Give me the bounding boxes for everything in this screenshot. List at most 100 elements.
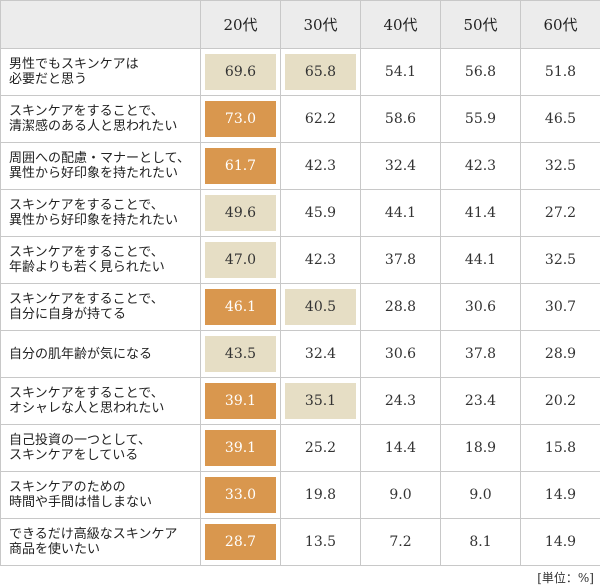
value: 32.4 (304, 346, 337, 362)
value-cell: 42.3 (280, 236, 361, 284)
value: 24.3 (384, 393, 417, 409)
row-label: スキンケアをすることで、 異性から好印象を持たれたい (9, 198, 179, 228)
value-cell: 42.3 (440, 142, 521, 190)
table-row: スキンケアをすることで、 異性から好印象を持たれたい 49.6 45.9 44.1 41… (0, 189, 600, 237)
value: 9.0 (469, 487, 492, 503)
row-label: スキンケアをすることで、 自分に自身が持てる (9, 292, 164, 322)
value-cell: 61.7 (200, 142, 281, 190)
value: 42.3 (304, 158, 337, 174)
row-label-cell: スキンケアをすることで、 清潔感のある人と思われたい (0, 95, 201, 143)
row-label-cell: できるだけ高級なスキンケア 商品を使いたい (0, 518, 201, 566)
row-label: 周囲への配慮・マナーとして、 異性から好印象を持たれたい (9, 151, 190, 181)
column-header: 50代 (440, 0, 521, 49)
value-cell: 23.4 (440, 377, 521, 425)
value: 28.9 (544, 346, 577, 362)
value-cell: 69.6 (200, 48, 281, 96)
highlighted-value: 47.0 (205, 242, 276, 278)
value-cell: 14.9 (520, 518, 600, 566)
value: 32.4 (384, 158, 417, 174)
value: 51.8 (544, 64, 577, 80)
table-row: 周囲への配慮・マナーとして、 異性から好印象を持たれたい 61.7 42.3 32.4… (0, 142, 600, 190)
value-cell: 9.0 (360, 471, 441, 519)
value-cell: 65.8 (280, 48, 361, 96)
value-cell: 44.1 (360, 189, 441, 237)
value-cell: 37.8 (360, 236, 441, 284)
table-row: スキンケアをすることで、 清潔感のある人と思われたい 73.0 62.2 58.6 55… (0, 95, 600, 143)
value-cell: 32.5 (520, 142, 600, 190)
highlighted-value: 39.1 (205, 383, 276, 419)
value-cell: 42.3 (280, 142, 361, 190)
table-row: 自己投資の一つとして、 スキンケアをしている 39.1 25.2 14.4 18.9 15… (0, 424, 600, 472)
highlighted-value: 69.6 (205, 54, 276, 90)
table-row: 自分の肌年齢が気になる 43.5 32.4 30.6 37.8 28.9 (0, 330, 600, 378)
value-cell: 39.1 (200, 377, 281, 425)
value-cell: 54.1 (360, 48, 441, 96)
value: 44.1 (464, 252, 497, 268)
highlighted-value: 40.5 (285, 289, 356, 325)
row-label-cell: スキンケアをすることで、 オシャレな人と思われたい (0, 377, 201, 425)
value-cell: 55.9 (440, 95, 521, 143)
value: 32.5 (544, 252, 577, 268)
value-cell: 37.8 (440, 330, 521, 378)
value: 28.8 (384, 299, 417, 315)
value-cell: 27.2 (520, 189, 600, 237)
value-cell: 14.4 (360, 424, 441, 472)
value-cell: 73.0 (200, 95, 281, 143)
value-cell: 25.2 (280, 424, 361, 472)
value: 37.8 (464, 346, 497, 362)
value: 7.2 (389, 534, 412, 550)
value-cell: 32.4 (280, 330, 361, 378)
value: 30.7 (544, 299, 577, 315)
value: 14.9 (544, 487, 577, 503)
highlighted-value: 43.5 (205, 336, 276, 372)
value-cell: 62.2 (280, 95, 361, 143)
row-label: 自己投資の一つとして、 スキンケアをしている (9, 433, 151, 463)
highlighted-value: 61.7 (205, 148, 276, 184)
value: 54.1 (384, 64, 417, 80)
value-cell: 47.0 (200, 236, 281, 284)
row-label: スキンケアをすることで、 清潔感のある人と思われたい (9, 104, 178, 134)
value: 46.5 (544, 111, 577, 127)
row-label-cell: スキンケアをすることで、 自分に自身が持てる (0, 283, 201, 331)
row-label-cell: 自己投資の一つとして、 スキンケアをしている (0, 424, 201, 472)
value: 19.8 (304, 487, 337, 503)
value: 27.2 (544, 205, 577, 221)
value-cell: 40.5 (280, 283, 361, 331)
value-cell: 8.1 (440, 518, 521, 566)
corner-cell (0, 0, 201, 49)
survey-table: 20代 30代 40代 50代 60代 男性でもスキンケアは 必要だと思う 69.… (0, 0, 600, 566)
value: 20.2 (544, 393, 577, 409)
row-label: スキンケアのための 時間や手間は惜しまない (9, 480, 153, 510)
table-row: スキンケアをすることで、 年齢よりも若く見られたい 47.0 42.3 37.8 44.… (0, 236, 600, 284)
highlighted-value: 35.1 (285, 383, 356, 419)
value: 30.6 (384, 346, 417, 362)
value: 23.4 (464, 393, 497, 409)
value: 15.8 (544, 440, 577, 456)
value: 55.9 (464, 111, 497, 127)
value-cell: 58.6 (360, 95, 441, 143)
value: 8.1 (469, 534, 492, 550)
value-cell: 14.9 (520, 471, 600, 519)
value: 13.5 (304, 534, 337, 550)
column-header: 20代 (200, 0, 281, 49)
highlighted-value: 46.1 (205, 289, 276, 325)
value-cell: 56.8 (440, 48, 521, 96)
value-cell: 7.2 (360, 518, 441, 566)
value-cell: 39.1 (200, 424, 281, 472)
row-label: スキンケアをすることで、 オシャレな人と思われたい (9, 386, 165, 416)
value-cell: 19.8 (280, 471, 361, 519)
value: 58.6 (384, 111, 417, 127)
value: 45.9 (304, 205, 337, 221)
value-cell: 41.4 (440, 189, 521, 237)
highlighted-value: 65.8 (285, 54, 356, 90)
column-header: 40代 (360, 0, 441, 49)
value-cell: 33.0 (200, 471, 281, 519)
highlighted-value: 33.0 (205, 477, 276, 513)
value-cell: 30.7 (520, 283, 600, 331)
highlighted-value: 73.0 (205, 101, 276, 137)
row-label-cell: 自分の肌年齢が気になる (0, 330, 201, 378)
table-row: スキンケアをすることで、 オシャレな人と思われたい 39.1 35.1 24.3 23.… (0, 377, 600, 425)
value-cell: 43.5 (200, 330, 281, 378)
value-cell: 45.9 (280, 189, 361, 237)
